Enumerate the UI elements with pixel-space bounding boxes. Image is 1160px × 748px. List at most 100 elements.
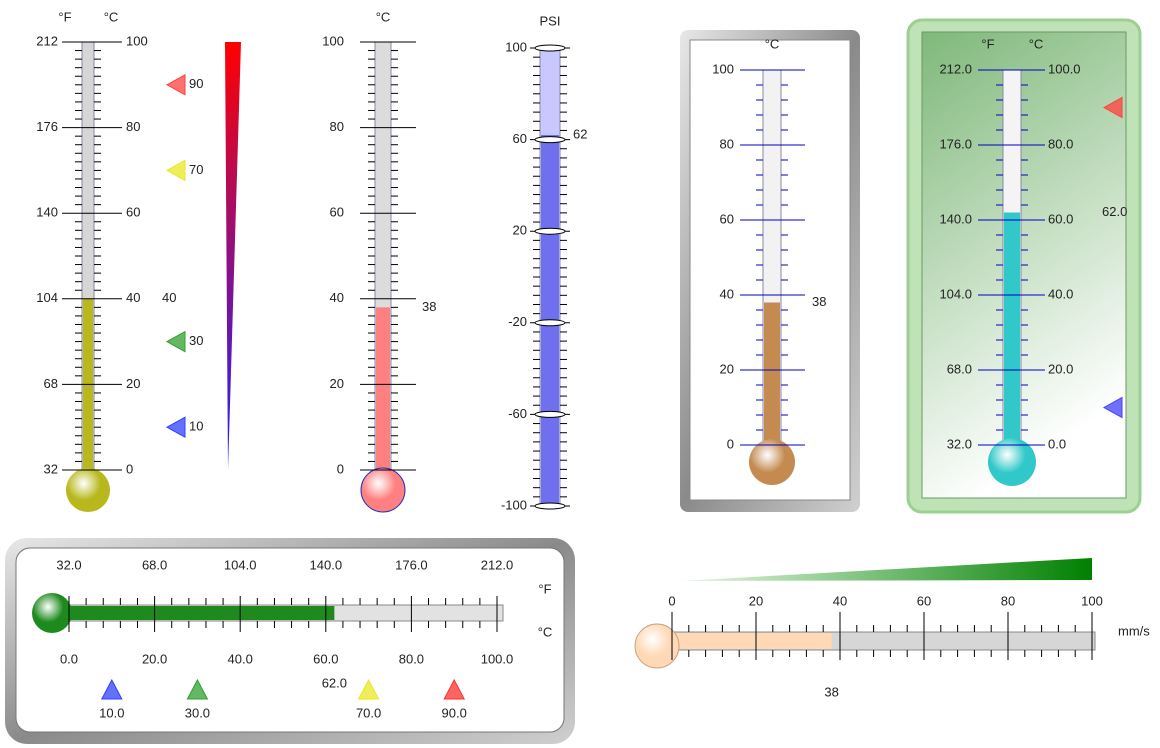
tick-label: 104.0 [939, 286, 972, 301]
tick-label: 100 [322, 33, 344, 48]
value-label: 62.0 [322, 675, 347, 690]
value-label: 62 [573, 126, 587, 141]
color-wedge [680, 558, 1092, 581]
fill-level [1004, 213, 1020, 463]
tick-label: 104.0 [224, 557, 257, 572]
tick-label: 140.0 [939, 211, 972, 226]
tick-label: 100 [1081, 593, 1103, 608]
tick-label: 68 [44, 376, 58, 391]
marker [167, 332, 185, 352]
tick-label: 60 [513, 131, 527, 146]
value-label: 40 [162, 290, 176, 305]
unit-label: °C [104, 9, 119, 24]
tick-label: 0 [337, 461, 344, 476]
tick-label: 40 [330, 290, 344, 305]
tick-label: 0 [668, 593, 675, 608]
bulb [361, 468, 405, 512]
marker-label: 30.0 [185, 705, 210, 720]
tick-label: 100 [505, 39, 527, 54]
color-wedge [225, 42, 241, 470]
tick-label: 212 [36, 33, 58, 48]
tick-label: 20.0 [142, 651, 167, 666]
unit-label: °C [376, 9, 391, 24]
tick-label: 80 [720, 136, 734, 151]
tick-label: 100 [712, 61, 734, 76]
tube-ring [535, 228, 565, 234]
unit-label: °C [765, 36, 780, 51]
tick-label: 60.0 [1048, 211, 1073, 226]
unit-label: °F [538, 581, 551, 596]
tube-ring [535, 320, 565, 326]
value-label: 38 [422, 299, 436, 314]
unit-label: °C [538, 624, 553, 639]
unit-label: °F [58, 9, 71, 24]
marker [167, 160, 185, 180]
value-label: 38 [824, 684, 838, 699]
tick-label: 60 [917, 593, 931, 608]
tick-label: 60 [126, 205, 140, 220]
tick-label: 32.0 [947, 436, 972, 451]
tube-ring [535, 137, 565, 143]
tick-label: 20 [513, 223, 527, 238]
page: Thermometer gauges html, body { margin: … [0, 0, 1160, 748]
tick-label: 40 [126, 290, 140, 305]
tick-label: 20.0 [1048, 361, 1073, 376]
value-label: 62.0 [1102, 204, 1127, 219]
fill-level [657, 633, 832, 649]
tick-label: 40.0 [1048, 286, 1073, 301]
tick-label: 80 [1001, 593, 1015, 608]
unit-label: °F [981, 36, 994, 51]
tick-label: 140 [36, 205, 58, 220]
value-label: 38 [812, 294, 826, 309]
tube-ring [535, 45, 565, 51]
bulb [66, 468, 110, 512]
bulb [32, 593, 72, 633]
tick-label: 80 [330, 119, 344, 134]
fill-level [52, 606, 334, 620]
tick-label: 80.0 [1048, 136, 1073, 151]
tick-label: 20 [330, 376, 344, 391]
tick-label: 80.0 [399, 651, 424, 666]
marker-label: 90.0 [442, 705, 467, 720]
unit-label: mm/s [1118, 623, 1150, 638]
tick-label: 20 [749, 593, 763, 608]
marker-label: 10 [189, 419, 203, 434]
marker-label: 90 [189, 76, 203, 91]
tick-label: 176.0 [395, 557, 428, 572]
tick-label: 32 [44, 461, 58, 476]
tick-label: 104 [36, 290, 58, 305]
tick-label: 20 [126, 376, 140, 391]
fill-level [764, 303, 780, 463]
tick-label: 100.0 [481, 651, 514, 666]
tick-label: 40 [720, 286, 734, 301]
unit-label: °C [1029, 36, 1044, 51]
marker-label: 10.0 [99, 705, 124, 720]
tick-label: 20 [720, 361, 734, 376]
tick-label: -20 [508, 314, 527, 329]
tick-label: 68.0 [142, 557, 167, 572]
tick-label: 100 [126, 33, 148, 48]
tick-label: 0 [126, 461, 133, 476]
tick-label: 0.0 [60, 651, 78, 666]
tick-label: 100.0 [1048, 61, 1081, 76]
fill-level [83, 299, 93, 490]
tick-label: 176 [36, 119, 58, 134]
body: {"gauges": [ {"unit": "°C", "ticks": [0,… [0, 0, 1160, 748]
tick-label: 60 [720, 211, 734, 226]
marker [167, 417, 185, 437]
bulb [749, 439, 795, 485]
marker-label: 70.0 [356, 705, 381, 720]
tick-label: 0.0 [1048, 436, 1066, 451]
tick-label: 40.0 [228, 651, 253, 666]
tick-label: 176.0 [939, 136, 972, 151]
gauges-canvas: 0204060801003268104140176212°F°C40907030… [0, 0, 1160, 748]
tick-label: 80 [126, 119, 140, 134]
tick-label: 60.0 [313, 651, 338, 666]
tick-label: 68.0 [947, 361, 972, 376]
tick-label: -60 [508, 406, 527, 421]
tick-label: -100 [501, 497, 527, 512]
tick-label: 0 [727, 436, 734, 451]
frame-inner [16, 548, 564, 732]
marker-label: 70 [189, 162, 203, 177]
tube-ring [535, 411, 565, 417]
